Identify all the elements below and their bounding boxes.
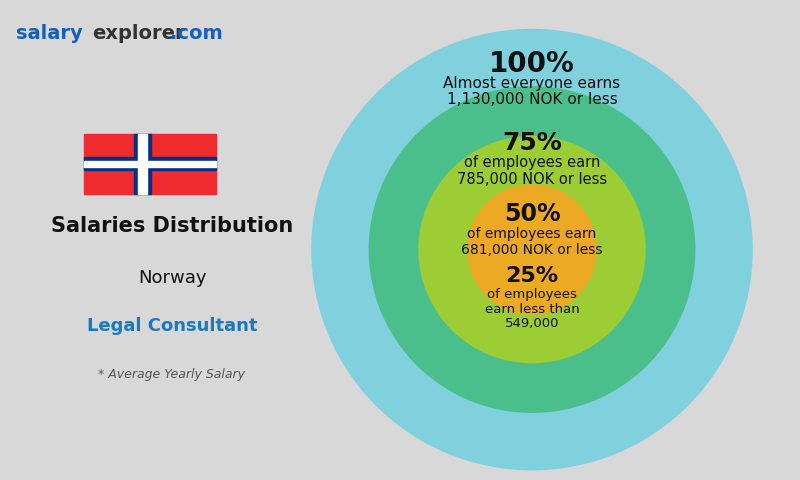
Circle shape — [369, 86, 695, 413]
Bar — [134, 134, 151, 194]
Text: Legal Consultant: Legal Consultant — [86, 317, 258, 336]
Bar — [138, 134, 147, 194]
Circle shape — [418, 136, 646, 363]
Text: 75%: 75% — [502, 131, 562, 155]
Text: .com: .com — [170, 24, 223, 43]
Text: 25%: 25% — [506, 266, 558, 286]
Text: 549,000: 549,000 — [505, 317, 559, 330]
Text: 785,000 NOK or less: 785,000 NOK or less — [457, 172, 607, 187]
Text: 100%: 100% — [489, 49, 575, 78]
Text: of employees earn: of employees earn — [467, 227, 597, 240]
Circle shape — [311, 29, 753, 470]
Bar — [84, 157, 216, 170]
Text: of employees earn: of employees earn — [464, 156, 600, 170]
Text: of employees: of employees — [487, 288, 577, 301]
Text: earn less than: earn less than — [485, 303, 579, 316]
Bar — [84, 134, 216, 194]
Text: Almost everyone earns: Almost everyone earns — [443, 76, 621, 91]
Text: 50%: 50% — [504, 202, 560, 226]
Text: explorer: explorer — [92, 24, 185, 43]
Text: salary: salary — [16, 24, 82, 43]
Text: 681,000 NOK or less: 681,000 NOK or less — [462, 243, 602, 257]
Text: * Average Yearly Salary: * Average Yearly Salary — [98, 368, 246, 381]
Text: Salaries Distribution: Salaries Distribution — [51, 216, 293, 236]
Text: Norway: Norway — [138, 269, 206, 288]
Circle shape — [467, 184, 597, 315]
Text: 1,130,000 NOK or less: 1,130,000 NOK or less — [446, 92, 618, 107]
Bar — [84, 161, 216, 167]
